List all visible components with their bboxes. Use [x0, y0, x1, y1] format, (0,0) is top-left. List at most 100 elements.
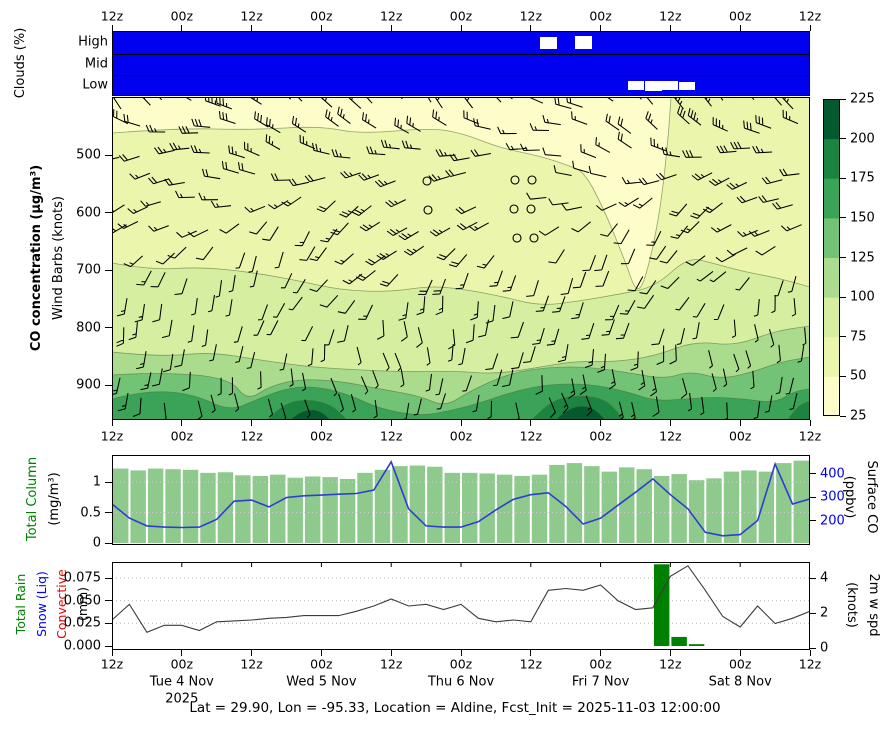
calm-wind-circle — [422, 176, 432, 186]
plot-border — [112, 97, 810, 420]
date-label: Thu 6 Nov — [427, 674, 495, 690]
pressure-tick — [105, 269, 112, 271]
total-column-bar — [165, 469, 181, 543]
total-column-bar — [147, 468, 164, 543]
colorbar-tick-label: 50 — [850, 368, 867, 384]
total-column-bar — [653, 475, 670, 543]
top-x-tick-label: 12z — [100, 8, 124, 24]
total-column-bar — [130, 470, 146, 543]
precip-tick — [105, 600, 112, 602]
contour-line — [555, 405, 607, 420]
precip-axis-label-snow: Snow (Liq) — [33, 571, 49, 637]
colorbar-tick-label: 200 — [850, 131, 875, 147]
top-x-tick — [320, 25, 322, 31]
total-column-bar — [584, 466, 600, 543]
total-column-bar — [270, 474, 286, 543]
bottom-x-tick-label: 12z — [100, 656, 124, 672]
co-axis-label: CO concentration (μg/m³) Wind Barbs (kno… — [26, 165, 70, 351]
main-x-tick-label: 00z — [728, 428, 752, 444]
surface-co-tick — [810, 520, 816, 521]
colorbar-segment — [823, 178, 840, 219]
clouds-axis-label: Clouds (%) — [12, 27, 28, 99]
total-column-bar — [496, 474, 513, 543]
top-x-tick — [181, 25, 183, 31]
date-label: Sat 8 Nov — [708, 674, 772, 690]
surface-co-line — [112, 459, 810, 537]
calm-wind-circle — [526, 204, 536, 214]
rain-bar — [671, 636, 687, 646]
top-x-tick-label: 00z — [449, 8, 473, 24]
date-label: Tue 4 Nov — [149, 674, 214, 690]
main-x-tick — [320, 420, 322, 426]
pressure-tick-label: 800 — [76, 320, 101, 335]
precip-tick — [105, 577, 112, 579]
bottom-x-tick — [181, 650, 183, 656]
main-x-tick — [600, 420, 602, 426]
cloud-cover-square — [645, 80, 662, 91]
contour-line — [112, 259, 810, 305]
bottom-x-tick — [320, 650, 322, 656]
total-column-bar — [444, 472, 460, 543]
wind-speed-axis-label-line2: (knots) — [844, 582, 859, 628]
colorbar-segment — [823, 257, 840, 298]
surface-co-tick — [810, 496, 816, 498]
total-column-bar — [339, 478, 356, 543]
total-column-axis-label-line2: (mg/m³) — [47, 472, 62, 526]
colorbar-tick-label: 175 — [850, 170, 875, 186]
colorbar-segment — [823, 297, 840, 338]
bottom-x-tick-label: 00z — [449, 656, 473, 672]
total-column-bar — [688, 480, 705, 543]
colorbar — [823, 99, 840, 417]
total-column-bar — [427, 466, 443, 543]
clouds-row-label: Low — [82, 77, 108, 93]
top-x-tick-label: 12z — [798, 8, 822, 24]
bottom-x-tick — [460, 650, 462, 656]
surface-co-tick-label: 300 — [820, 489, 845, 505]
top-x-tick-label: 12z — [240, 8, 263, 24]
total-column-bar — [462, 472, 478, 543]
wind-barbs — [112, 97, 807, 420]
total-column-bar — [287, 477, 303, 543]
contour-band — [788, 401, 810, 420]
wind-speed-line — [112, 565, 810, 633]
main-x-tick — [739, 420, 741, 426]
colorbar-tick — [840, 138, 846, 140]
co-axis-label-line2: Wind Barbs (knots) — [51, 196, 66, 320]
bottom-x-tick-label: 00z — [170, 656, 194, 672]
total-column-bar — [566, 463, 583, 543]
date-label: Wed 5 Nov — [286, 674, 357, 690]
rain-bar — [653, 564, 670, 646]
clouds-row-label: Mid — [84, 56, 108, 71]
colorbar-tick — [840, 98, 846, 100]
top-x-tick — [739, 25, 741, 31]
pressure-tick-label: 900 — [76, 377, 101, 393]
wind-speed-tick — [810, 612, 816, 614]
wind-speed-tick-label: 4 — [820, 570, 829, 586]
wind-speed-axis-label-line1: 2m w spd — [866, 573, 882, 637]
bottom-x-tick-label: 12z — [240, 656, 263, 672]
main-x-tick-label: 00z — [589, 428, 612, 444]
precip-axis-label-rain: Total Rain — [12, 573, 28, 635]
precip-tick-label: 0.000 — [63, 638, 101, 654]
pressure-tick — [105, 154, 112, 156]
total-column-bar — [671, 474, 687, 543]
bottom-x-tick-label: 12z — [519, 656, 543, 672]
cloud-cover-square — [574, 36, 592, 49]
bottom-x-tick-label: 12z — [798, 656, 822, 672]
bottom-x-tick-label: 00z — [310, 656, 333, 672]
bottom-x-tick — [251, 650, 253, 656]
total-column-axis-label-line1: Total Column — [24, 456, 40, 542]
calm-wind-circle — [527, 175, 537, 185]
cloud-cover-square — [628, 81, 644, 90]
wind-speed-tick-label: 2 — [820, 605, 829, 621]
colorbar-tick-label: 150 — [850, 210, 875, 226]
clouds-row-label: High — [78, 34, 108, 50]
wind-speed-tick — [810, 577, 816, 579]
co-contour-plot — [112, 97, 810, 420]
colorbar-tick — [840, 296, 846, 298]
bottom-x-tick-label: 00z — [589, 656, 612, 672]
total-column-bar — [776, 463, 792, 543]
total-column-bar — [409, 465, 426, 543]
colorbar-tick-label: 75 — [850, 329, 867, 345]
